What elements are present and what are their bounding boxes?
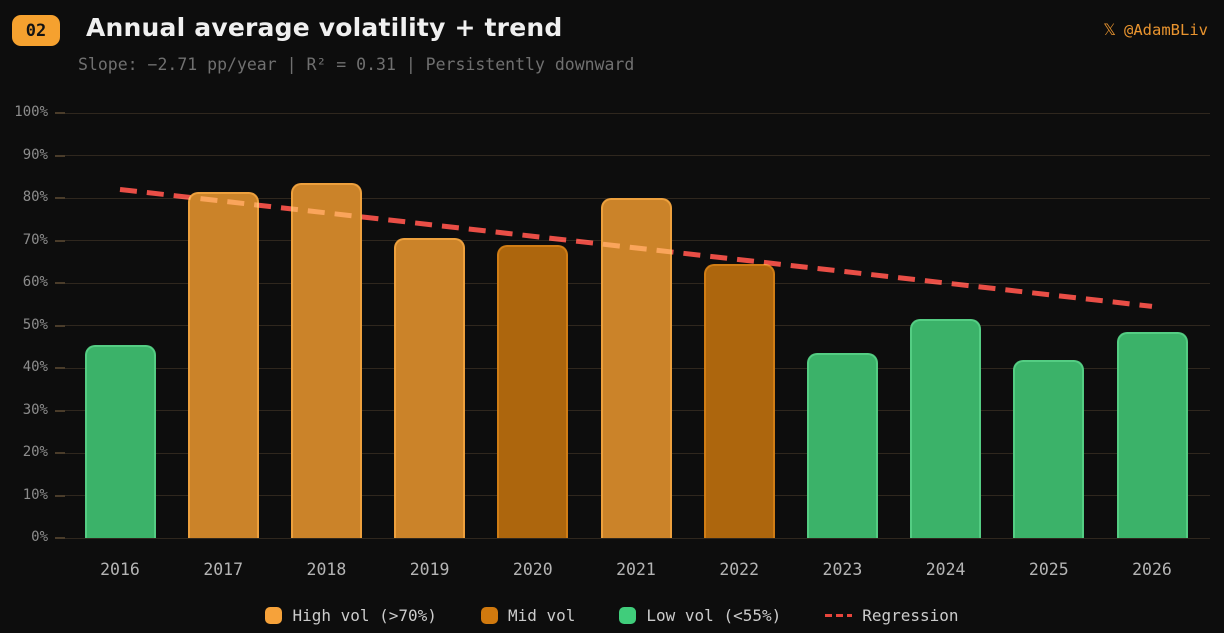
gridline-0 [55,537,1210,539]
bar-2024 [910,319,982,538]
regression-dashes [119,187,1153,309]
y-tick-50 [55,324,65,327]
legend-label-low: Low vol (<55%) [646,605,782,625]
page-title: Annual average volatility + trend [86,13,563,42]
y-axis-label-50: 50% [22,316,48,333]
x-axis-label-2022: 2022 [719,560,760,579]
legend-label-regression: Regression [862,605,959,625]
bar-2020 [497,244,569,538]
x-axis-label-2021: 2021 [616,560,656,579]
social-handle: 𝕏 @AdamBLiv [1103,20,1208,39]
y-tick-10 [55,494,65,497]
gridline-100 [55,112,1210,114]
y-tick-80 [55,197,65,199]
legend-item-mid: Mid vol [480,605,576,625]
bar-2026 [1116,331,1188,538]
y-tick-70 [55,239,65,242]
y-tick-40 [55,367,65,369]
x-axis-label-2023: 2023 [822,560,863,579]
y-axis-label-30: 30% [22,401,48,418]
x-axis-label-2019: 2019 [409,560,450,579]
y-tick-90 [55,154,65,157]
legend-item-high: High vol (>70%) [265,606,437,625]
bar-2018 [290,183,362,538]
x-axis-label-2025: 2025 [1028,560,1069,579]
y-axis-label-10: 10% [22,486,48,503]
legend-swatch-low-icon [619,606,637,624]
legend-item-regression: Regression [825,605,959,625]
legend-label-mid: Mid vol [507,605,576,625]
legend-regression-line-icon [825,613,853,617]
x-axis-label-2024: 2024 [925,560,966,579]
bar-2022 [703,263,775,538]
x-axis-label-2016: 2016 [100,560,140,579]
bar-2025 [1013,359,1085,538]
y-tick-0 [55,537,65,539]
x-axis-label-2017: 2017 [203,560,244,579]
bar-2019 [394,238,466,538]
legend-label-high: High vol (>70%) [292,605,437,625]
y-axis-label-80: 80% [22,189,48,205]
x-axis-label-2018: 2018 [306,560,347,579]
y-axis-label-70: 70% [22,231,48,248]
bar-2017 [187,191,259,538]
y-axis-label-40: 40% [22,359,48,375]
y-axis-label-60: 60% [22,274,48,290]
slide-number-badge: 02 [12,15,60,46]
handle-text: @AdamBLiv [1124,21,1208,39]
bar-2023 [806,353,878,538]
x-logo-icon: 𝕏 [1103,20,1116,39]
bar-2021 [600,198,672,538]
bar-2016 [84,344,156,538]
y-axis-label-100: 100% [14,104,48,120]
y-axis-label-20: 20% [22,444,48,460]
legend-item-low: Low vol (<55%) [619,606,781,625]
y-tick-60 [55,282,65,284]
y-tick-100 [55,112,65,114]
chart-legend: High vol (>70%) Mid vol Low vol (<55%) Regr… [0,600,1224,630]
legend-swatch-mid-icon [480,606,498,624]
y-axis-label-0: 0% [31,529,48,545]
x-axis-label-2026: 2026 [1132,560,1172,579]
x-axis-label-2020: 2020 [512,560,553,579]
y-axis-label-90: 90% [22,146,48,163]
chart-subtitle: Slope: −2.71 pp/year | R² = 0.31 | Persi… [78,55,635,74]
y-tick-20 [55,452,65,454]
y-tick-30 [55,409,65,412]
legend-swatch-high-icon [265,606,283,624]
gridline-90 [55,155,1210,156]
